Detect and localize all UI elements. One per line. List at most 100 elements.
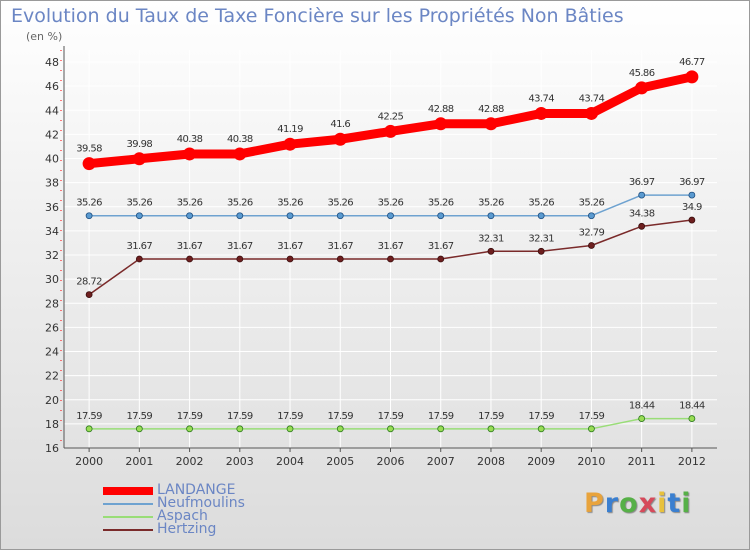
x-tick-label: 2012: [678, 455, 706, 468]
data-label: 32.79: [579, 228, 605, 239]
data-label: 17.59: [76, 411, 102, 422]
data-label: 32.31: [478, 233, 504, 244]
chart-title: Evolution du Taux de Taxe Foncière sur l…: [11, 5, 624, 27]
x-tick-label: 2005: [326, 455, 354, 468]
data-point: [135, 212, 143, 220]
data-point: [85, 291, 93, 298]
brand-letter: i: [657, 488, 668, 519]
data-point: [537, 212, 545, 220]
series-layer: [82, 70, 699, 433]
data-point: [186, 425, 193, 433]
data-point: [534, 106, 548, 120]
y-tick-label: 32: [45, 249, 59, 262]
data-point: [437, 255, 445, 263]
data-point: [685, 70, 699, 84]
brand-letter: r: [604, 488, 620, 519]
legend-item: Neufmoulins: [103, 495, 245, 511]
data-point: [82, 157, 96, 171]
data-point: [434, 117, 448, 131]
y-tick-label: 26: [45, 321, 59, 334]
brand-letter: o: [619, 488, 639, 519]
x-tick-label: 2000: [75, 455, 103, 468]
y-tick-label: 16: [45, 442, 59, 455]
data-point: [236, 255, 244, 263]
data-point: [537, 425, 545, 433]
data-label: 18.44: [679, 401, 705, 412]
x-tick-label: 2003: [226, 455, 254, 468]
data-label: 18.44: [629, 401, 655, 412]
data-label: 42.88: [428, 104, 454, 115]
data-point: [336, 255, 344, 263]
data-point: [688, 191, 696, 199]
data-label: 17.59: [478, 411, 504, 422]
data-point: [487, 425, 495, 433]
data-point: [487, 212, 495, 220]
data-label: 35.26: [428, 198, 454, 209]
data-point: [437, 212, 445, 220]
data-point: [588, 242, 595, 249]
data-point: [286, 425, 294, 433]
data-point: [588, 212, 595, 220]
legend-item: Aspach: [103, 509, 245, 523]
data-label: 32.31: [528, 233, 554, 244]
data-label: 40.38: [227, 134, 253, 145]
data-label: 31.67: [277, 241, 303, 252]
data-label: 17.59: [428, 411, 454, 422]
y-tick-label: 24: [45, 346, 59, 359]
data-point: [236, 425, 244, 433]
data-label: 45.86: [629, 68, 655, 79]
y-tick-label: 34: [45, 225, 59, 238]
legend-item: Hertzing: [103, 522, 245, 536]
data-label: 36.97: [679, 177, 705, 188]
data-point: [85, 212, 93, 220]
y-tick-label: 40: [45, 153, 59, 166]
data-label: 43.74: [579, 93, 605, 104]
data-label: 31.67: [177, 241, 203, 252]
data-label: 17.59: [378, 411, 404, 422]
data-label: 17.59: [227, 411, 253, 422]
brand-letter: x: [638, 488, 658, 519]
data-label: 31.67: [327, 241, 353, 252]
data-label: 35.26: [127, 198, 153, 209]
data-point: [688, 216, 696, 224]
legend-swatch: [103, 486, 153, 495]
legend: LANDANGE Neufmoulins Aspach Hertzing: [103, 483, 245, 536]
data-point: [186, 212, 193, 220]
data-point: [635, 81, 649, 95]
y-tick-label: 28: [45, 297, 59, 310]
data-label: 46.77: [679, 57, 705, 68]
x-tick-label: 2001: [125, 455, 153, 468]
data-label: 31.67: [428, 241, 454, 252]
legend-label: Neufmoulins: [157, 495, 245, 511]
y-tick-label: 18: [45, 418, 59, 431]
data-label: 36.97: [629, 177, 655, 188]
data-point: [688, 415, 696, 422]
y-tick-label: 42: [45, 128, 59, 141]
legend-item: LANDANGE: [103, 483, 245, 497]
y-tick-label: 36: [45, 201, 59, 214]
data-point: [638, 415, 646, 422]
data-label: 17.59: [177, 411, 203, 422]
data-label: 40.38: [177, 134, 203, 145]
data-label: 35.26: [327, 198, 353, 209]
x-tick-label: 2008: [477, 455, 505, 468]
data-point: [336, 212, 344, 220]
data-label: 35.26: [378, 198, 404, 209]
data-label: 35.26: [76, 198, 102, 209]
data-point: [333, 132, 347, 146]
legend-swatch: [103, 515, 153, 518]
data-point: [286, 212, 294, 220]
y-tick-label: 30: [45, 273, 59, 286]
x-tick-label: 2002: [176, 455, 204, 468]
data-label: 41.19: [277, 124, 303, 135]
data-point: [283, 137, 297, 151]
data-label: 42.25: [378, 111, 404, 122]
legend-swatch: [103, 528, 153, 531]
data-point: [85, 425, 93, 433]
axes: 16 18 20 22 24 26 28 30 32 34 36 38 40 42 44 46 48 2000 20…: [45, 46, 717, 468]
data-point: [336, 425, 344, 433]
data-point: [132, 152, 146, 166]
brand-logo: Proxiti: [584, 488, 692, 519]
data-point: [135, 425, 143, 433]
data-point: [638, 191, 646, 199]
